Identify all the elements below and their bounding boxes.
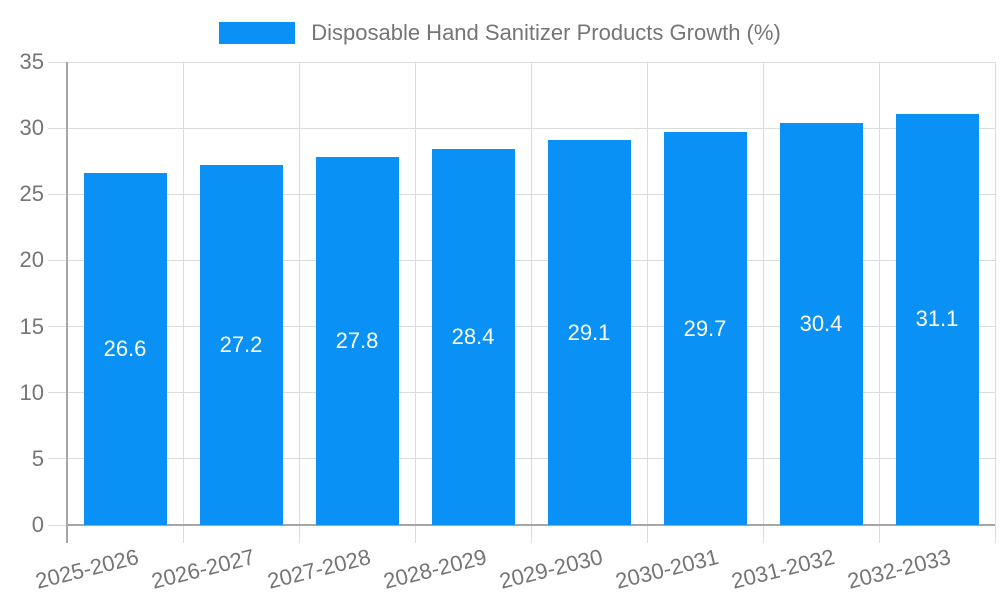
chart-legend[interactable]: Disposable Hand Sanitizer Products Growt…: [0, 18, 1000, 48]
bar[interactable]: 27.2: [199, 165, 283, 525]
y-axis-label: 20: [19, 247, 44, 273]
bar-value-label: 27.8: [335, 328, 379, 354]
legend-label: Disposable Hand Sanitizer Products Growt…: [311, 20, 781, 45]
bar-value-label: 29.1: [567, 319, 611, 345]
gridline-vertical: [298, 62, 300, 543]
bar[interactable]: 30.4: [779, 122, 863, 525]
bar-value-label: 28.4: [451, 324, 495, 350]
y-axis-label: 5: [31, 445, 44, 471]
bar-value-label: 31.1: [915, 306, 959, 332]
x-axis-line: [66, 524, 995, 526]
gridline-vertical: [530, 62, 532, 543]
gridline-vertical: [182, 62, 184, 543]
y-axis-label: 30: [19, 115, 44, 141]
y-axis-tick: [48, 193, 67, 195]
y-axis-line: [66, 62, 68, 543]
bar-value-label: 29.7: [683, 315, 727, 341]
y-axis-label: 0: [31, 512, 44, 537]
legend-swatch: [219, 22, 296, 44]
y-axis-label: 15: [19, 313, 44, 339]
y-axis-tick: [48, 458, 67, 460]
y-axis-label: 35: [19, 49, 44, 74]
bar-value-label: 30.4: [799, 310, 843, 336]
y-axis-tick: [48, 61, 67, 63]
bar[interactable]: 29.1: [547, 140, 631, 525]
gridline-vertical: [994, 62, 996, 543]
bar-value-label: 27.2: [219, 332, 263, 358]
bar[interactable]: 26.6: [83, 173, 167, 525]
y-axis-label: 10: [19, 379, 44, 405]
y-axis-tick: [48, 259, 67, 261]
gridline-vertical: [762, 62, 764, 543]
bar[interactable]: 31.1: [895, 113, 979, 525]
bar[interactable]: 28.4: [431, 149, 515, 525]
gridline-vertical: [414, 62, 416, 543]
y-axis-tick: [48, 326, 67, 328]
gridline-vertical: [646, 62, 648, 543]
gridline-vertical: [878, 62, 880, 543]
y-axis-label: 25: [19, 181, 44, 207]
bar[interactable]: 29.7: [663, 132, 747, 525]
y-axis-tick: [48, 127, 67, 129]
y-axis-tick: [48, 392, 67, 394]
bar[interactable]: 27.8: [315, 157, 399, 525]
y-axis-tick: [48, 524, 67, 526]
bar-value-label: 26.6: [103, 336, 147, 362]
